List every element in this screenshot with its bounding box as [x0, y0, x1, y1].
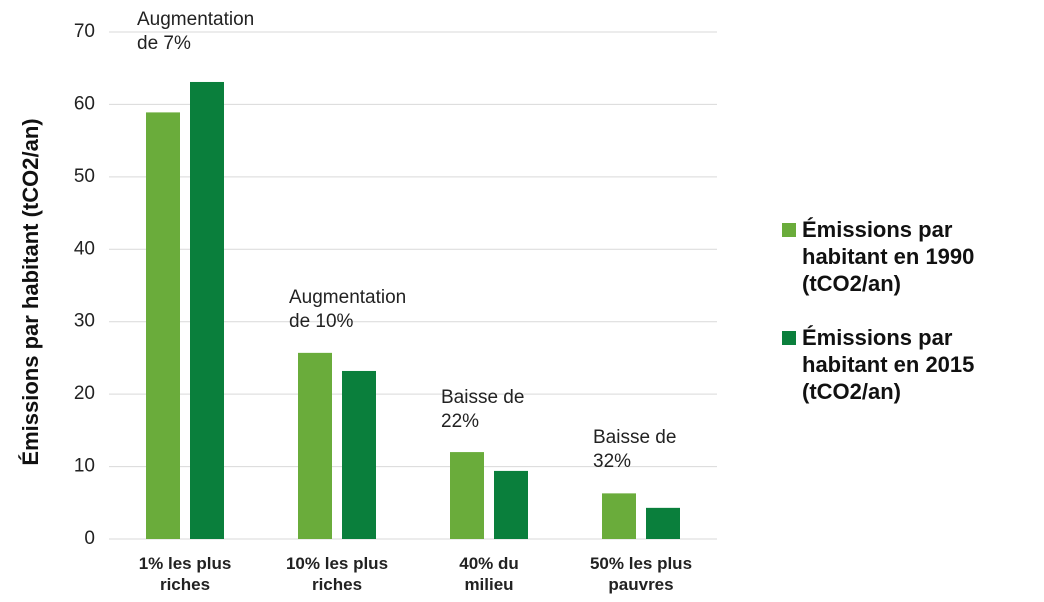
bar — [450, 452, 484, 539]
annotation: Baisse de 22% — [441, 387, 525, 432]
legend-item: Émissions par habitant en 2015 (tCO2/an) — [782, 324, 974, 405]
bar — [646, 507, 680, 539]
y-tick-label: 30 — [74, 311, 95, 332]
x-tick-label: 10% les plus riches — [285, 554, 389, 594]
legend-swatch — [782, 331, 796, 345]
x-tick-label: 40% du milieu — [459, 554, 519, 594]
legend-item: Émissions par habitant en 1990 (tCO2/an) — [782, 216, 974, 297]
bar — [146, 112, 180, 539]
x-tick-label: 50% les plus pauvres — [589, 554, 693, 594]
y-tick-label: 60 — [74, 93, 95, 114]
y-tick-label: 10 — [74, 456, 95, 477]
bar — [190, 81, 224, 540]
legend-swatch — [782, 223, 796, 237]
y-axis-label: Émissions par habitant (tCO2/an) — [18, 118, 43, 465]
bar — [494, 470, 528, 539]
annotation: Baisse de 32% — [593, 427, 677, 472]
y-tick-label: 70 — [74, 21, 95, 42]
legend-label: Émissions par habitant en 1990 (tCO2/an) — [802, 217, 975, 296]
bar — [298, 352, 332, 539]
annotation: Augmentation de 7% — [137, 9, 255, 54]
legend-label: Émissions par habitant en 2015 (tCO2/an) — [802, 325, 975, 404]
bar — [342, 370, 376, 539]
annotation: Augmentation de 10% — [289, 287, 407, 332]
y-tick-label: 20 — [74, 383, 95, 404]
y-tick-label: 50 — [74, 166, 95, 187]
bar — [602, 493, 636, 539]
y-tick-label: 40 — [74, 238, 95, 259]
y-tick-label: 0 — [84, 528, 95, 549]
x-tick-label: 1% les plus riches — [138, 554, 232, 594]
